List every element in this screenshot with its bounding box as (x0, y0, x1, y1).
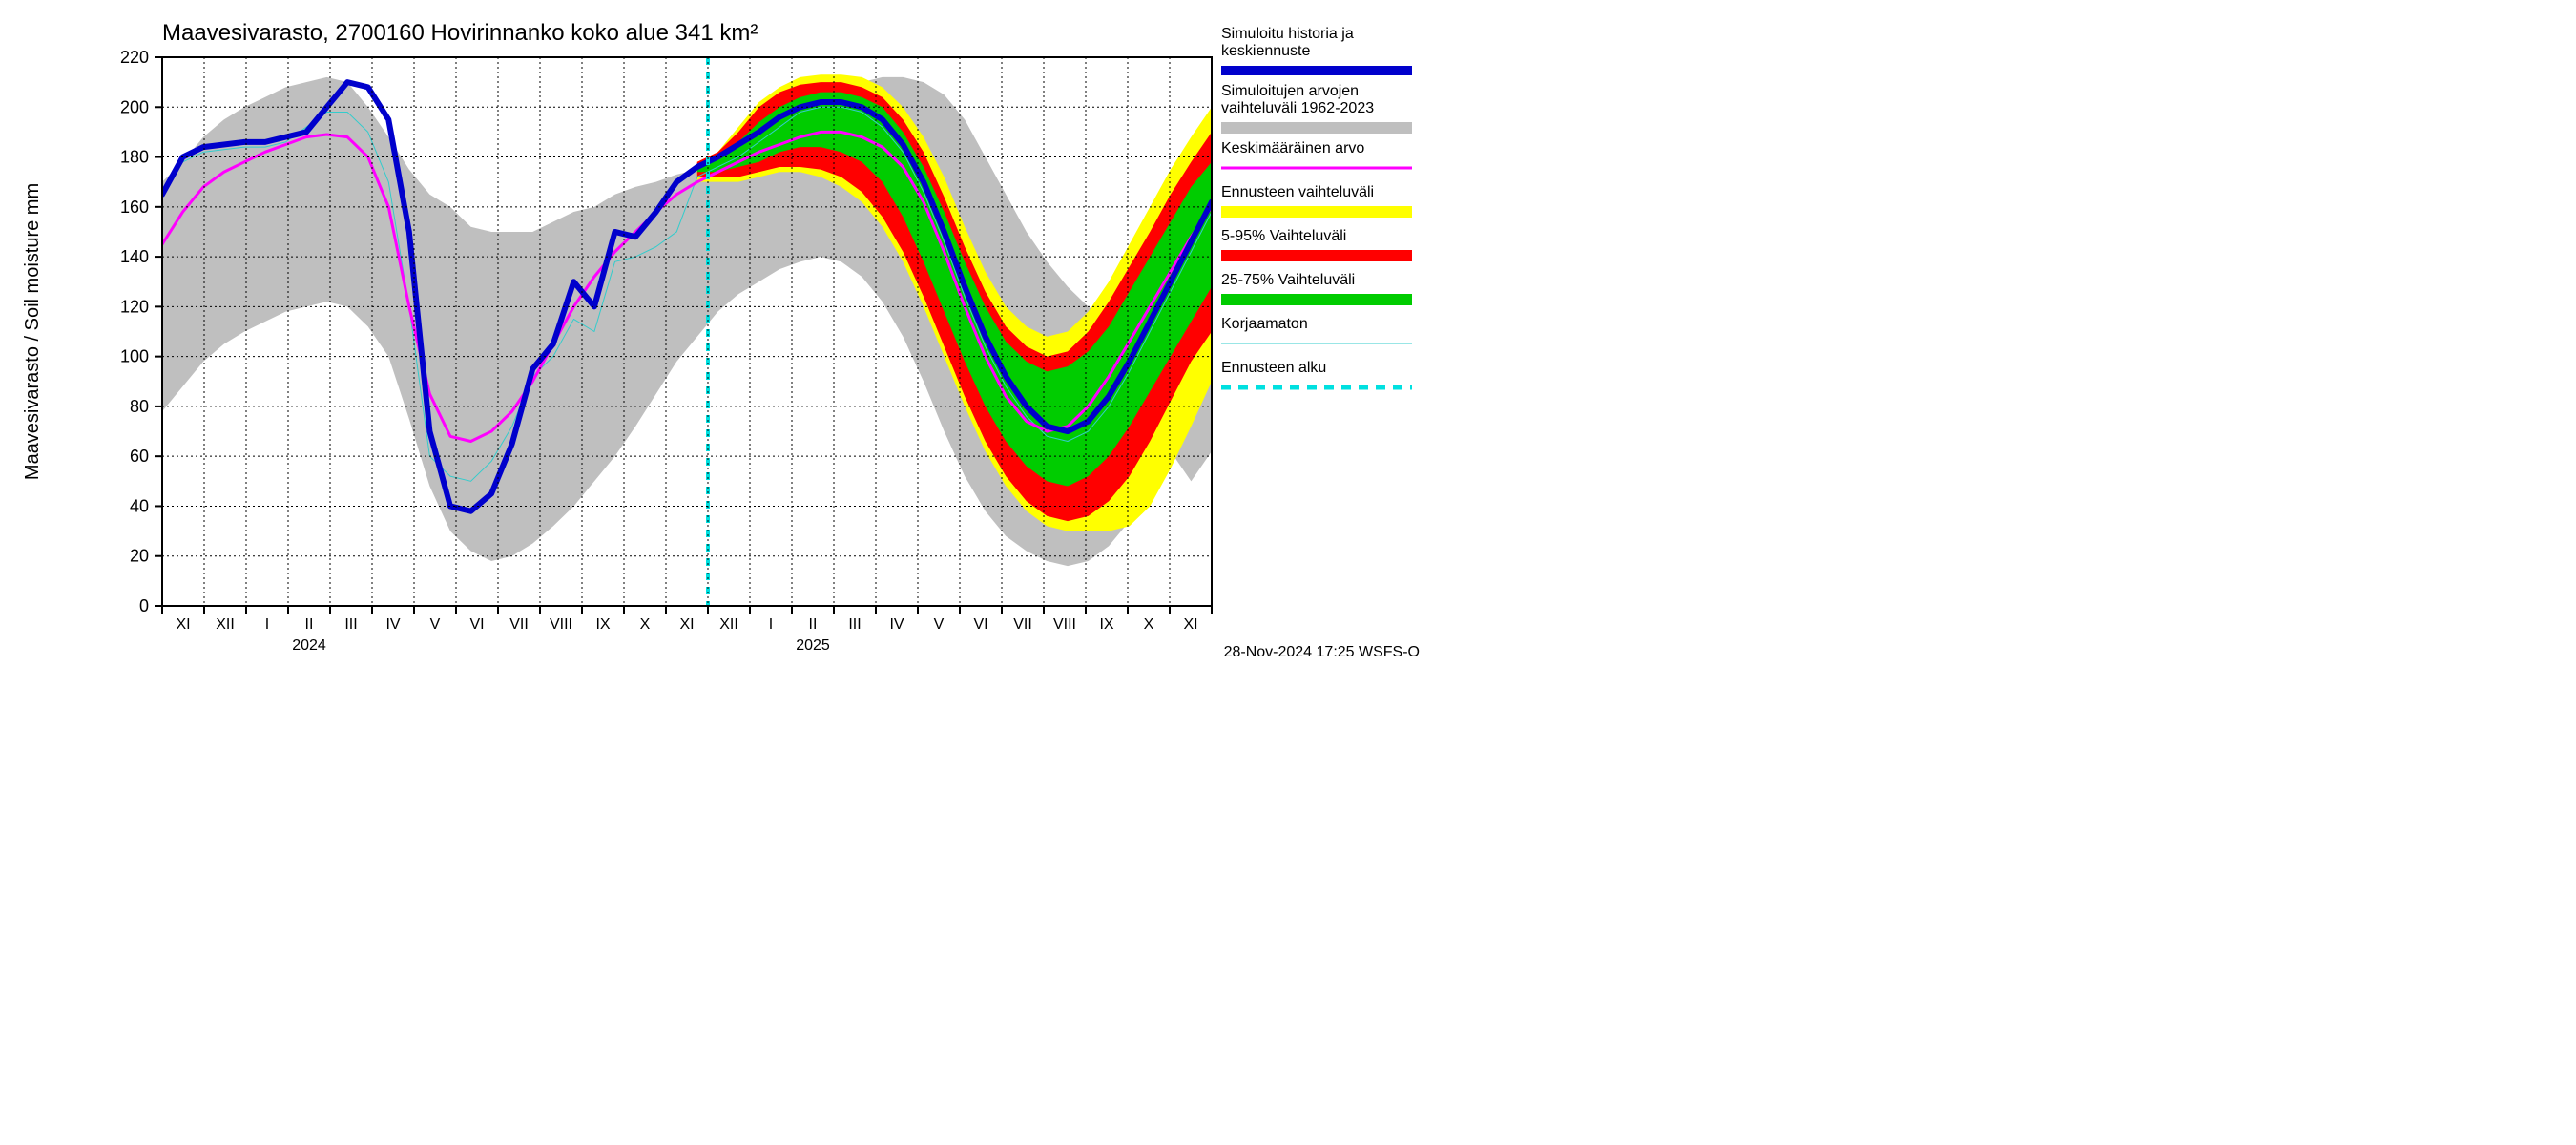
svg-text:20: 20 (130, 547, 149, 566)
svg-text:IX: IX (1099, 616, 1113, 633)
y-axis-label: Maavesivarasto / Soil moisture mm (22, 183, 43, 480)
svg-text:I: I (769, 616, 773, 633)
legend-item: 25-75% Vaihteluväli (1221, 272, 1412, 305)
timestamp: 28-Nov-2024 17:25 WSFS-O (1224, 644, 1420, 660)
svg-text:100: 100 (120, 347, 149, 366)
svg-text:180: 180 (120, 148, 149, 167)
svg-text:X: X (640, 616, 651, 633)
svg-text:Simuloitujen arvojen: Simuloitujen arvojen (1221, 83, 1359, 99)
svg-text:160: 160 (120, 198, 149, 217)
svg-text:VI: VI (973, 616, 987, 633)
svg-text:IV: IV (385, 616, 400, 633)
svg-text:V: V (430, 616, 441, 633)
svg-text:5-95% Vaihteluväli: 5-95% Vaihteluväli (1221, 228, 1346, 244)
svg-text:IV: IV (889, 616, 904, 633)
svg-text:Keskimääräinen arvo: Keskimääräinen arvo (1221, 140, 1364, 156)
legend-item: Simuloitu historia jakeskiennuste (1221, 26, 1412, 71)
svg-text:25-75% Vaihteluväli: 25-75% Vaihteluväli (1221, 272, 1355, 288)
svg-text:VIII: VIII (1053, 616, 1076, 633)
svg-text:40: 40 (130, 496, 149, 515)
svg-text:XII: XII (216, 616, 235, 633)
svg-text:X: X (1144, 616, 1154, 633)
svg-text:200: 200 (120, 97, 149, 116)
svg-text:V: V (934, 616, 945, 633)
svg-text:XI: XI (679, 616, 694, 633)
svg-text:III: III (848, 616, 861, 633)
chart-svg: 020406080100120140160180200220XIXIIIIIII… (0, 0, 1431, 668)
svg-text:IX: IX (595, 616, 610, 633)
legend-item: Keskimääräinen arvo (1221, 140, 1412, 168)
svg-text:220: 220 (120, 48, 149, 67)
svg-text:XII: XII (719, 616, 738, 633)
svg-text:I: I (265, 616, 269, 633)
svg-text:Ennusteen alku: Ennusteen alku (1221, 360, 1326, 376)
svg-text:80: 80 (130, 397, 149, 416)
svg-text:XI: XI (176, 616, 190, 633)
svg-text:Ennusteen vaihteluväli: Ennusteen vaihteluväli (1221, 184, 1374, 200)
svg-text:VII: VII (1013, 616, 1032, 633)
svg-text:keskiennuste: keskiennuste (1221, 43, 1310, 59)
svg-text:140: 140 (120, 247, 149, 266)
legend-item: Simuloitujen arvojenvaihteluväli 1962-20… (1221, 83, 1412, 134)
svg-text:III: III (344, 616, 357, 633)
legend-item: Korjaamaton (1221, 316, 1412, 344)
svg-text:60: 60 (130, 447, 149, 466)
svg-text:2025: 2025 (796, 637, 830, 654)
svg-text:II: II (809, 616, 818, 633)
svg-text:XI: XI (1183, 616, 1197, 633)
svg-text:VII: VII (509, 616, 529, 633)
svg-text:VI: VI (469, 616, 484, 633)
legend-item: Ennusteen vaihteluväli (1221, 184, 1412, 218)
svg-text:2024: 2024 (292, 637, 326, 654)
svg-text:II: II (305, 616, 314, 633)
chart-container: 020406080100120140160180200220XIXIIIIIII… (0, 0, 1431, 668)
svg-text:VIII: VIII (550, 616, 572, 633)
svg-text:vaihteluväli 1962-2023: vaihteluväli 1962-2023 (1221, 100, 1374, 116)
svg-text:0: 0 (139, 596, 149, 615)
svg-text:Simuloitu historia ja: Simuloitu historia ja (1221, 26, 1354, 42)
svg-text:Korjaamaton: Korjaamaton (1221, 316, 1308, 332)
svg-text:120: 120 (120, 297, 149, 316)
chart-title: Maavesivarasto, 2700160 Hovirinnanko kok… (162, 20, 758, 46)
legend-item: 5-95% Vaihteluväli (1221, 228, 1412, 261)
legend-item: Ennusteen alku (1221, 360, 1412, 387)
